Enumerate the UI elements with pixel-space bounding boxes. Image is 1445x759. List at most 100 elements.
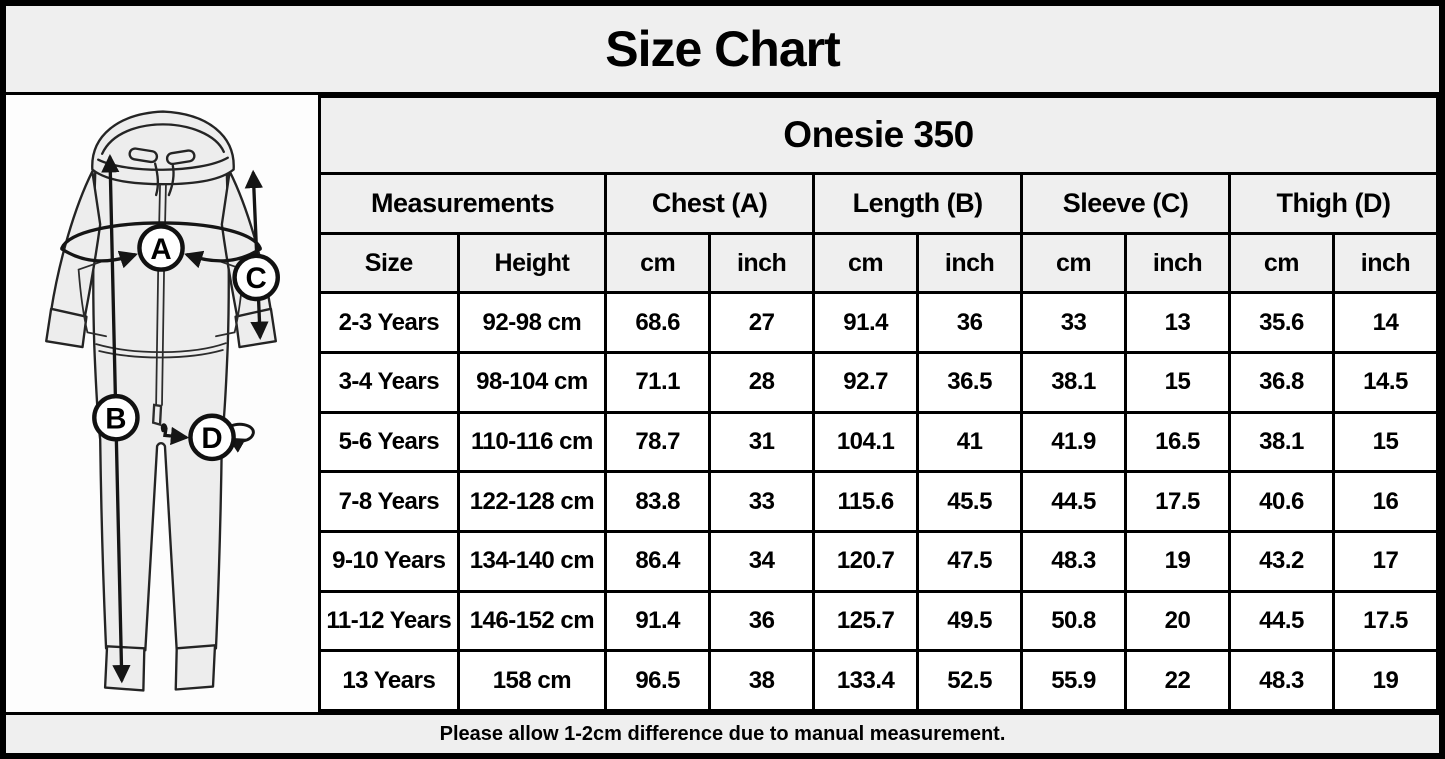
hood-inner-rim bbox=[100, 123, 225, 155]
letter-c: C bbox=[246, 262, 267, 295]
group-header-cell: Thigh (D) bbox=[1228, 172, 1439, 235]
left-pocket bbox=[77, 260, 107, 338]
sleeve-cm-cell: 41.9 bbox=[1020, 410, 1128, 474]
title-band: Size Chart bbox=[6, 6, 1439, 95]
length-inch-cell: 41 bbox=[916, 410, 1024, 474]
chest-inch-cell: 31 bbox=[708, 410, 816, 474]
chest-inch-cell: 36 bbox=[708, 589, 816, 653]
length-inch-cell: 45.5 bbox=[916, 470, 1024, 534]
sub-header-cell: cm bbox=[1020, 231, 1128, 295]
chest-cm-cell: 86.4 bbox=[604, 530, 712, 593]
length-cm-cell: 133.4 bbox=[812, 649, 920, 712]
thigh-inch-cell: 16 bbox=[1331, 470, 1440, 534]
length-cm-cell: 91.4 bbox=[812, 291, 920, 355]
right-sleeve-cuff bbox=[234, 307, 277, 349]
length-cm-cell: 92.7 bbox=[812, 351, 920, 414]
thigh-cm-cell: 44.5 bbox=[1228, 589, 1335, 653]
size-cell: 9-10 Years bbox=[318, 530, 460, 593]
letter-d-circle bbox=[188, 413, 236, 462]
size-cell: 5-6 Years bbox=[318, 410, 460, 474]
length-inch-cell: 52.5 bbox=[916, 649, 1024, 712]
chest-cm-cell: 71.1 bbox=[604, 351, 712, 414]
size-cell: 7-8 Years bbox=[318, 470, 460, 534]
size-cell: 11-12 Years bbox=[318, 589, 460, 653]
group-header-cell: Measurements bbox=[317, 172, 608, 235]
size-table: Onesie 350 Measurements Chest (A) Length (… bbox=[317, 94, 1440, 712]
chest-cm-cell: 68.6 bbox=[604, 291, 712, 355]
diagram-panel: A B C D bbox=[6, 95, 318, 712]
main-content: A B C D bbox=[6, 94, 1440, 712]
sub-header-cell: cm bbox=[1228, 231, 1335, 295]
height-cell: 98-104 cm bbox=[456, 351, 608, 414]
drawstring-toggle-left bbox=[128, 147, 159, 164]
sub-header-cell: inch bbox=[1124, 231, 1231, 295]
group-header-cell: Chest (A) bbox=[604, 172, 816, 235]
sub-header-cell: cm bbox=[812, 231, 920, 295]
sub-header-row: Size Height cm inch cm inch cm inch cm inch bbox=[318, 231, 1440, 295]
table-row: 11-12 Years 146-152 cm 91.4 36 125.7 49.5 50.8… bbox=[318, 589, 1440, 653]
diagram-letters: A B C D bbox=[92, 224, 280, 462]
table-row: 9-10 Years 134-140 cm 86.4 34 120.7 47.5 48.3 1… bbox=[318, 530, 1440, 593]
height-cell: 122-128 cm bbox=[456, 470, 608, 534]
chest-arrow-a-right bbox=[184, 247, 262, 269]
zipper bbox=[155, 184, 167, 406]
letter-b-circle bbox=[92, 393, 140, 442]
sub-header-cell: Height bbox=[456, 231, 608, 295]
sleeve-inch-cell: 13 bbox=[1124, 291, 1231, 355]
letter-b: B bbox=[105, 403, 126, 436]
height-cell: 134-140 cm bbox=[456, 530, 608, 593]
page-title: Size Chart bbox=[605, 21, 841, 77]
length-inch-cell: 47.5 bbox=[916, 530, 1024, 593]
left-sleeve-cuff bbox=[45, 307, 88, 349]
table-row: 7-8 Years 122-128 cm 83.8 33 115.6 45.5 44.5 17… bbox=[318, 470, 1440, 534]
thigh-inch-cell: 19 bbox=[1331, 649, 1440, 712]
left-leg-cuff bbox=[103, 645, 146, 692]
sleeve-cm-cell: 44.5 bbox=[1020, 470, 1128, 534]
length-inch-cell: 36.5 bbox=[916, 351, 1024, 414]
footer-band: Please allow 1-2cm difference due to man… bbox=[6, 712, 1439, 753]
size-cell: 3-4 Years bbox=[318, 351, 460, 414]
table-row: 3-4 Years 98-104 cm 71.1 28 92.7 36.5 38.1 15 36… bbox=[318, 351, 1440, 414]
thigh-arrow-d bbox=[160, 423, 190, 446]
size-cell: 2-3 Years bbox=[318, 291, 460, 355]
hood bbox=[91, 110, 235, 186]
sleeve-cm-cell: 50.8 bbox=[1020, 589, 1128, 653]
thigh-inch-cell: 14 bbox=[1331, 291, 1440, 355]
sleeve-cm-cell: 55.9 bbox=[1020, 649, 1128, 712]
onesie-diagram: A B C D bbox=[45, 110, 280, 692]
length-inch-cell: 36 bbox=[916, 291, 1024, 355]
product-title: Onesie 350 bbox=[318, 94, 1439, 176]
length-cm-cell: 120.7 bbox=[812, 530, 920, 593]
product-row: Onesie 350 bbox=[318, 94, 1439, 176]
chest-inch-cell: 38 bbox=[708, 649, 816, 712]
chest-arrow-a-left bbox=[60, 247, 139, 269]
thigh-inch-cell: 17.5 bbox=[1331, 589, 1440, 653]
size-table-body: Onesie 350 Measurements Chest (A) Length (… bbox=[317, 94, 1440, 712]
height-cell: 110-116 cm bbox=[456, 410, 608, 474]
sleeve-inch-cell: 15 bbox=[1124, 351, 1231, 414]
chest-cm-cell: 96.5 bbox=[604, 649, 712, 712]
table-area: Onesie 350 Measurements Chest (A) Length (… bbox=[317, 94, 1440, 712]
group-header-row: Measurements Chest (A) Length (B) Sleeve (C… bbox=[317, 172, 1439, 235]
thigh-cm-cell: 38.1 bbox=[1228, 410, 1335, 474]
sleeve-inch-cell: 17.5 bbox=[1124, 470, 1231, 534]
length-cm-cell: 125.7 bbox=[812, 589, 920, 653]
table-row: 2-3 Years 92-98 cm 68.6 27 91.4 36 33 13 35.6 14 bbox=[318, 291, 1440, 355]
chest-inch-cell: 28 bbox=[708, 351, 816, 414]
chest-cm-cell: 78.7 bbox=[604, 410, 712, 474]
group-header-cell: Length (B) bbox=[812, 172, 1024, 235]
height-cell: 146-152 cm bbox=[456, 589, 608, 653]
sleeve-inch-cell: 22 bbox=[1124, 649, 1231, 712]
table-row: 13 Years 158 cm 96.5 38 133.4 52.5 55.9 22 48.3 1… bbox=[318, 649, 1440, 712]
thigh-cm-cell: 40.6 bbox=[1228, 470, 1335, 534]
thigh-inch-cell: 15 bbox=[1331, 410, 1440, 474]
thigh-loop-d bbox=[226, 422, 255, 453]
thigh-inch-cell: 14.5 bbox=[1331, 351, 1440, 414]
sub-header-cell: inch bbox=[708, 231, 816, 295]
size-cell: 13 Years bbox=[318, 649, 460, 712]
thigh-cm-cell: 36.8 bbox=[1228, 351, 1335, 414]
height-cell: 158 cm bbox=[456, 649, 608, 712]
drawstring-cord bbox=[153, 162, 175, 197]
zipper-pull bbox=[151, 403, 163, 427]
